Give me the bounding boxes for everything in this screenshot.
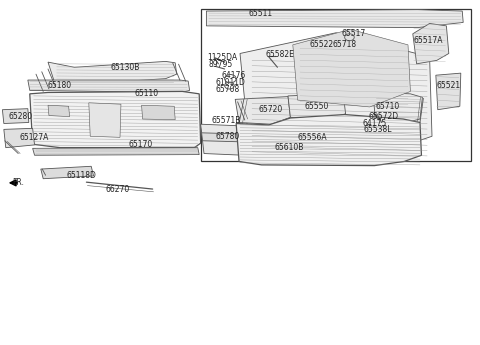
Text: 65556A: 65556A — [298, 133, 327, 142]
Text: 65110: 65110 — [134, 89, 158, 98]
Text: 65550: 65550 — [305, 102, 329, 111]
Text: 65718: 65718 — [333, 40, 357, 49]
Polygon shape — [240, 145, 365, 155]
Text: 65511: 65511 — [249, 9, 273, 18]
Text: 61011D: 61011D — [215, 78, 245, 87]
Text: 65708: 65708 — [216, 85, 240, 93]
Text: 64175: 64175 — [362, 119, 387, 128]
Text: 65170: 65170 — [129, 140, 153, 149]
Text: 64176: 64176 — [222, 71, 246, 80]
Text: 65720: 65720 — [258, 105, 283, 114]
Text: 65710: 65710 — [375, 102, 400, 111]
Polygon shape — [436, 73, 461, 110]
Polygon shape — [33, 148, 199, 155]
Text: 65522: 65522 — [310, 40, 334, 49]
Text: FR.: FR. — [12, 178, 24, 187]
Text: 65521: 65521 — [437, 81, 461, 90]
Text: 65571B: 65571B — [211, 116, 240, 125]
Text: 65610B: 65610B — [275, 143, 304, 152]
Text: 65280: 65280 — [9, 112, 33, 121]
Polygon shape — [236, 115, 421, 166]
Text: 65517A: 65517A — [414, 36, 443, 45]
Polygon shape — [30, 91, 201, 148]
Text: 66270: 66270 — [106, 185, 130, 194]
Polygon shape — [293, 29, 410, 107]
Text: 65572D: 65572D — [369, 112, 399, 121]
Polygon shape — [235, 97, 290, 124]
Polygon shape — [2, 109, 29, 124]
Polygon shape — [28, 80, 190, 92]
Polygon shape — [206, 10, 463, 28]
Polygon shape — [4, 128, 35, 148]
Polygon shape — [142, 105, 175, 120]
Polygon shape — [89, 103, 121, 137]
Text: 65780: 65780 — [215, 132, 240, 141]
Polygon shape — [202, 133, 326, 144]
Polygon shape — [201, 124, 244, 155]
Text: 65127A: 65127A — [19, 133, 48, 142]
Text: 65538L: 65538L — [364, 125, 392, 134]
Polygon shape — [41, 166, 94, 179]
Text: 1125DA: 1125DA — [207, 53, 238, 62]
Bar — [201, 9, 471, 161]
Polygon shape — [373, 93, 422, 124]
Polygon shape — [48, 61, 177, 85]
Polygon shape — [240, 33, 432, 159]
Polygon shape — [413, 23, 449, 64]
Text: 65180: 65180 — [48, 81, 72, 90]
Text: 65517: 65517 — [342, 29, 366, 38]
Text: 65130B: 65130B — [110, 63, 140, 72]
Text: 89795: 89795 — [209, 60, 233, 69]
Polygon shape — [288, 94, 346, 119]
Polygon shape — [48, 105, 70, 117]
Text: 65582E: 65582E — [266, 50, 295, 59]
Text: 65118D: 65118D — [66, 171, 96, 180]
